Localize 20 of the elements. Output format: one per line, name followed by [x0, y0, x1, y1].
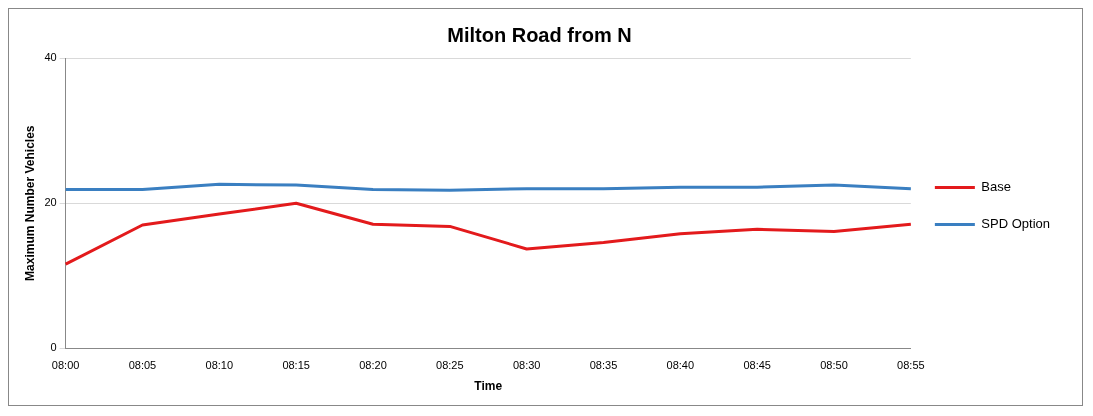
y-axis-title: Maximum Number Vehicles: [22, 125, 37, 281]
x-tick-label: 08:55: [897, 359, 925, 372]
x-tick-label: 08:20: [359, 359, 387, 372]
x-tick-label: 08:50: [820, 359, 848, 372]
x-tick-label: 08:10: [205, 359, 234, 372]
x-tick-label: 08:45: [743, 359, 771, 372]
x-tick-label: 08:05: [128, 359, 157, 372]
y-tick-label: 20: [44, 196, 57, 209]
x-tick-label: 08:40: [666, 359, 695, 372]
x-tick-label: 08:00: [51, 359, 80, 372]
x-tick-label: 08:35: [589, 359, 618, 372]
chart-title: Milton Road from N: [447, 23, 632, 46]
x-tick-label: 08:25: [436, 359, 464, 372]
y-tick-label: 40: [44, 51, 57, 64]
x-tick-label: 08:30: [512, 359, 541, 372]
y-tick-label: 0: [50, 341, 57, 354]
legend-label: Base: [981, 179, 1011, 195]
legend-label: SPD Option: [981, 216, 1051, 232]
x-axis-title: Time: [474, 379, 503, 394]
x-tick-label: 08:15: [282, 359, 310, 372]
